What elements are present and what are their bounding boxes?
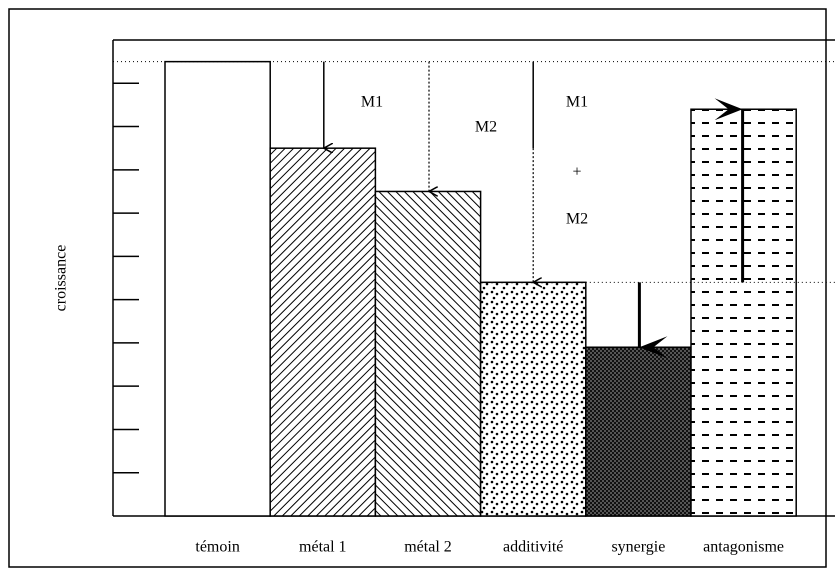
x-tick-label: synergie (611, 539, 665, 556)
annotation: M1 (361, 94, 383, 111)
x-tick-label: métal 1 (299, 539, 347, 556)
x-tick-label: métal 2 (404, 539, 452, 556)
x-tick-label: témoin (195, 539, 239, 556)
bar (585, 346, 692, 517)
frame (8, 8, 827, 568)
bar (479, 281, 587, 517)
annotation: + (572, 164, 581, 181)
x-tick-label: antagonisme (703, 539, 784, 556)
annotation: M2 (475, 119, 497, 136)
annotation: M2 (566, 211, 588, 228)
bar (269, 147, 377, 517)
bar (164, 60, 271, 517)
bar (374, 190, 482, 517)
annotation: M1 (566, 94, 588, 111)
x-tick-label: additivité (503, 539, 563, 556)
y-axis-label: croissance (53, 245, 70, 312)
